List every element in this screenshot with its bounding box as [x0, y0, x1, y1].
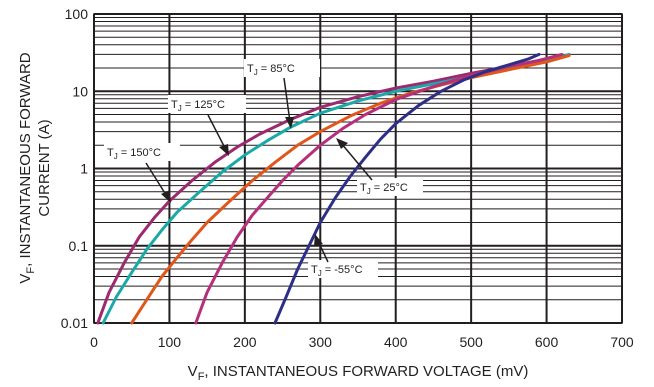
annotation-tj-85-sub: J [254, 68, 258, 77]
svg-text:TJ = 150°C: TJ = 150°C [107, 147, 161, 161]
plot-frame [93, 13, 623, 324]
x-tick-label: 0 [90, 334, 98, 350]
annotation-tj-85-arrowhead [285, 117, 294, 129]
annotation-tj-25-arrow [340, 142, 373, 181]
annotation-tj-125-arrow [207, 114, 227, 151]
annotation-tj-m55: TJ = -55°C [308, 234, 378, 278]
annotation-tj-85-t: T [247, 63, 254, 75]
annotation-tj-25: TJ = 25°C [336, 138, 423, 196]
x-tick-label: 200 [233, 334, 257, 350]
annotation-tj-m55-bg [308, 260, 378, 278]
x-tick-label: 100 [158, 334, 182, 350]
annotation-tj-125-arrowhead [219, 144, 229, 156]
annotation-tj-150-t: T [107, 147, 114, 159]
svg-text:TJ = -55°C: TJ = -55°C [311, 264, 363, 278]
y-tick-label: 10 [72, 83, 88, 99]
annotation-tj-85-bg [244, 59, 320, 77]
annotation-tj-150-sub: J [114, 152, 118, 161]
annotation-tj-150-rest: = 150°C [118, 147, 161, 159]
annotation-tj-25-t: T [360, 182, 367, 194]
x-tick-label: 700 [610, 334, 634, 350]
annotation-tj-125: TJ = 125°C [168, 95, 246, 156]
x-tick-label: 300 [309, 334, 333, 350]
y-axis-title: VF, INSTANTANEOUS FORWARD CURRENT (A) [17, 52, 53, 283]
x-tick-label: 400 [384, 334, 408, 350]
x-axis-title-rest: , INSTANTANEOUS FORWARD VOLTAGE (mV) [204, 363, 528, 380]
x-axis-title-main: V [188, 363, 198, 380]
tick-labels: 0 100 200 300 400 500 600 700 0.01 0.1 1 10 100 [61, 6, 634, 350]
annotation-tj-125-rest: = 125°C [182, 99, 225, 111]
series-line-0 [96, 54, 564, 325]
svg-text:TJ = 125°C: TJ = 125°C [171, 99, 225, 113]
y-axis-title-line2: CURRENT (A) [36, 119, 53, 216]
annotation-tj-m55-sub: J [318, 269, 322, 278]
svg-text:VF, INSTANTANEOUS FORWARD: VF, INSTANTANEOUS FORWARD [17, 52, 37, 283]
y-tick-label: 0.1 [69, 238, 89, 254]
annotation-tj-150-arrowhead [161, 190, 171, 203]
svg-text:TJ = 85°C: TJ = 85°C [247, 63, 295, 77]
annotation-tj-85: TJ = 85°C [244, 59, 320, 129]
x-tick-label: 600 [535, 334, 559, 350]
y-tick-label: 1 [80, 161, 88, 177]
annotation-tj-85-arrow [283, 77, 291, 123]
annotation-tj-150-bg [104, 143, 180, 161]
series-curves [96, 52, 571, 325]
y-tick-label: 0.01 [61, 315, 88, 331]
y-axis-title-main: V [17, 274, 34, 284]
y-tick-label: 100 [65, 6, 89, 22]
x-axis-title-sub: F [198, 371, 205, 383]
annotation-tj-125-bg [168, 95, 246, 113]
annotation-tj-150: TJ = 150°C [104, 143, 180, 203]
annotation-tj-25-sub: J [367, 187, 371, 196]
y-axis-title-sub: F [25, 267, 37, 274]
annotation-tj-125-t: T [171, 99, 178, 111]
svg-text:TJ = 25°C: TJ = 25°C [360, 182, 408, 196]
annotation-tj-125-sub: J [178, 104, 182, 113]
annotation-tj-25-rest: = 25°C [371, 182, 408, 194]
annotation-tj-m55-rest: = -55°C [322, 264, 363, 276]
y-axis-title-rest: , INSTANTANEOUS FORWARD [17, 52, 34, 267]
annotation-tj-m55-t: T [311, 264, 318, 276]
annotation-tj-85-rest: = 85°C [258, 63, 295, 75]
annotation-tj-25-bg [357, 178, 423, 196]
x-axis-title: VF, INSTANTANEOUS FORWARD VOLTAGE (mV) [188, 363, 529, 383]
annotation-tj-150-arrow [145, 162, 169, 199]
x-tick-label: 500 [459, 334, 483, 350]
annotation-tj-25-arrowhead [336, 138, 348, 149]
annotation-tj-m55-arrowhead [314, 234, 323, 246]
series-line-4 [273, 52, 541, 325]
